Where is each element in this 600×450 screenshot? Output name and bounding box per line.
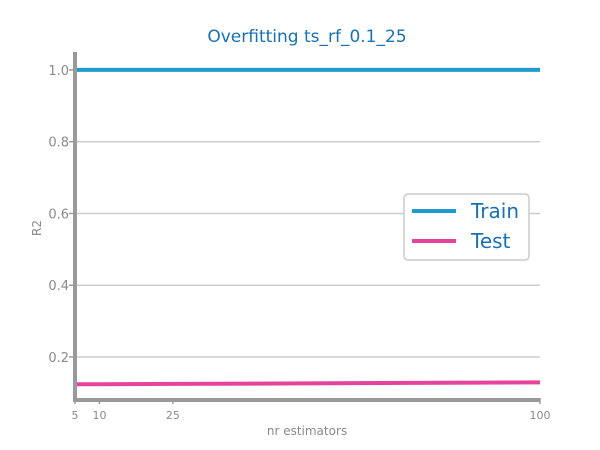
y-tick-label: 1.0 <box>48 64 69 79</box>
chart-title: Overfitting ts_rf_0.1_25 <box>207 27 406 47</box>
y-tick-label: 0.4 <box>48 279 69 294</box>
x-axis-label: nr estimators <box>267 424 347 438</box>
series-line-test <box>75 380 541 387</box>
legend-label-train: Train <box>470 199 519 223</box>
y-tick-label: 0.6 <box>48 207 69 222</box>
x-tick-label: 5 <box>72 409 79 422</box>
y-tick-label: 0.2 <box>48 351 69 366</box>
y-tick-label: 0.8 <box>48 136 69 151</box>
x-tick-label: 25 <box>166 409 180 422</box>
axes <box>73 52 540 402</box>
legend-label-test: Test <box>470 229 511 253</box>
x-tick-label: 100 <box>530 409 551 422</box>
series-lines <box>75 67 541 387</box>
y-axis-label: R2 <box>30 220 44 236</box>
x-ticks: 5 10 25 100 <box>72 398 551 422</box>
legend: Train Test <box>403 193 530 261</box>
y-ticks: 0.2 0.4 0.6 0.8 1.0 <box>48 64 75 366</box>
x-tick-label: 10 <box>92 409 106 422</box>
